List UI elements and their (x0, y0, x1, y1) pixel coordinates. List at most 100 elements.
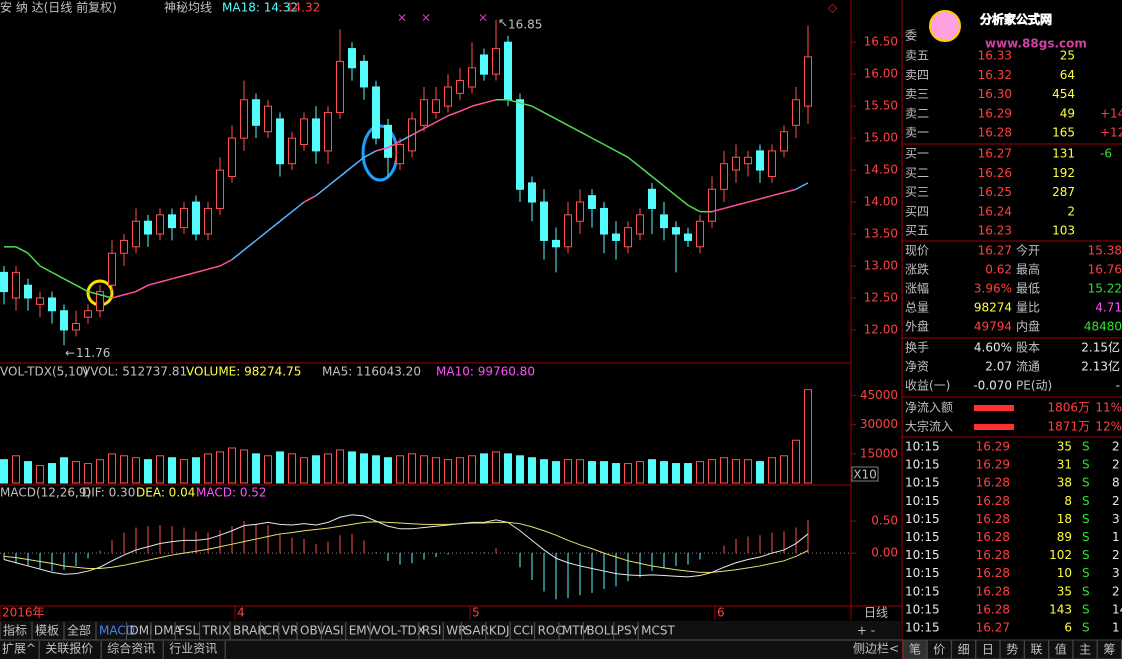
unit-box (851, 466, 879, 482)
book-price: 16.33 (978, 49, 1012, 63)
side-tab[interactable]: 价 (933, 643, 945, 657)
sidebar-toggle[interactable]: 侧边栏< (853, 641, 899, 656)
candle-body (300, 118, 308, 146)
trade-count: 2 (1112, 584, 1120, 598)
trade-price: 16.28 (976, 602, 1010, 616)
x-tick-label: 6 (717, 606, 725, 620)
trade-time: 10:15 (905, 566, 940, 580)
side-tab[interactable]: 联 (1030, 643, 1042, 657)
indicator-tab[interactable]: SAR (465, 624, 489, 638)
indicator-tab[interactable]: CCI (513, 624, 533, 638)
ma-line (447, 110, 461, 117)
y-tick-label: 16.00 (864, 67, 898, 81)
indicator-tab[interactable]: RSI (422, 624, 442, 638)
bottom-tab[interactable]: 关联报价 (45, 641, 93, 656)
candle-body (660, 214, 668, 229)
ma-line (615, 150, 629, 158)
volume-bar (480, 453, 488, 484)
book-price: 16.24 (978, 204, 1012, 218)
candle-body (348, 48, 356, 69)
stat-label: 最低 (1016, 282, 1040, 296)
trade-side: S (1082, 548, 1090, 562)
ma-line (435, 115, 449, 123)
stat-label: 现价 (905, 244, 929, 258)
indicator-tab[interactable]: 全部 (67, 623, 91, 638)
candle-body (132, 220, 140, 248)
indicator-tab[interactable]: CR (264, 624, 281, 638)
bottom-tab[interactable]: 综合资讯 (107, 641, 155, 656)
flow-bar (974, 424, 1014, 430)
volume-bar (48, 463, 56, 484)
indicator-tab[interactable]: KDJ (489, 624, 510, 638)
side-tab[interactable]: 主 (1079, 643, 1091, 657)
ma-label: MA18: 14.32 (222, 1, 298, 15)
side-tab[interactable]: 笔 (909, 642, 921, 657)
indicator-tab[interactable]: BRAR (233, 624, 266, 638)
candle-body (72, 323, 80, 331)
volume-bar (384, 457, 392, 484)
indicator-tab[interactable]: BOLL (586, 624, 617, 638)
volume-bar (624, 463, 632, 484)
side-tab[interactable]: 日 (982, 643, 994, 657)
indicator-tab[interactable]: MCST (641, 624, 675, 638)
trade-side: S (1082, 621, 1090, 635)
indicator-tab[interactable]: VR (282, 624, 299, 638)
corner-icon: ◇ (828, 1, 838, 15)
candle-body (456, 80, 464, 94)
indicator-tab[interactable]: 指标 (3, 623, 27, 638)
zoom-buttons[interactable]: + - (857, 624, 875, 638)
volume-bar (144, 459, 152, 484)
dif-line (3, 514, 809, 578)
volume-bar (468, 455, 476, 484)
candle-body (156, 214, 164, 235)
bottom-tab[interactable]: 扩展^ (2, 642, 36, 656)
volume-bar (372, 455, 380, 484)
indicator-tab[interactable]: FSL (178, 624, 199, 638)
markers: × × × (397, 11, 488, 25)
trade-side: S (1082, 602, 1090, 616)
candle-body (180, 207, 188, 229)
side-tab[interactable]: 细 (958, 643, 970, 657)
macd-label: MACD: 0.52 (196, 486, 267, 500)
candle-body (324, 112, 332, 152)
trade-time: 10:15 (905, 530, 940, 544)
volume-bar (636, 461, 644, 484)
trade-time: 10:15 (905, 476, 940, 490)
ma-line (639, 166, 653, 178)
volume-bar (660, 461, 668, 484)
book-label: 买五 (905, 224, 929, 238)
indicator-tab[interactable]: OBV (300, 624, 326, 638)
volume-bar (216, 451, 224, 484)
indicator-tab[interactable]: ASI (324, 624, 343, 638)
stat-value: -0.070 (973, 379, 1012, 393)
bottom-tab[interactable]: 行业资讯 (169, 642, 217, 656)
book-label: 买四 (905, 204, 929, 218)
ma-line (783, 188, 797, 194)
ma-line (483, 99, 497, 104)
ma-line (711, 207, 725, 213)
book-change: +14 (1100, 106, 1122, 120)
side-tab[interactable]: 筹 (1103, 643, 1115, 657)
ma-line (63, 278, 77, 286)
ma-line (327, 175, 341, 187)
side-tab[interactable]: 势 (1006, 643, 1018, 657)
book-price: 16.23 (978, 224, 1012, 238)
indicator-tab[interactable]: PSY (617, 624, 640, 638)
indicator-tab[interactable]: DMI (129, 624, 152, 638)
svg-text:×: × (478, 11, 488, 25)
volume-bar (324, 453, 332, 484)
indicator-tab[interactable]: ROC (538, 624, 564, 638)
indicator-tab[interactable]: WR (446, 624, 466, 638)
book-label: 卖二 (905, 106, 929, 120)
indicator-tab[interactable]: EMV (349, 624, 376, 638)
volume-bar (24, 461, 32, 484)
book-price: 16.32 (978, 68, 1012, 82)
side-tab[interactable]: 值 (1055, 642, 1067, 657)
candle-body (468, 67, 476, 88)
candle-body (228, 137, 236, 177)
indicator-tab[interactable]: 模板 (35, 624, 59, 638)
indicator-tab[interactable]: VOL-TDX (373, 624, 425, 638)
volume-bar (708, 459, 716, 484)
indicator-tab[interactable]: TRIX (202, 624, 230, 638)
